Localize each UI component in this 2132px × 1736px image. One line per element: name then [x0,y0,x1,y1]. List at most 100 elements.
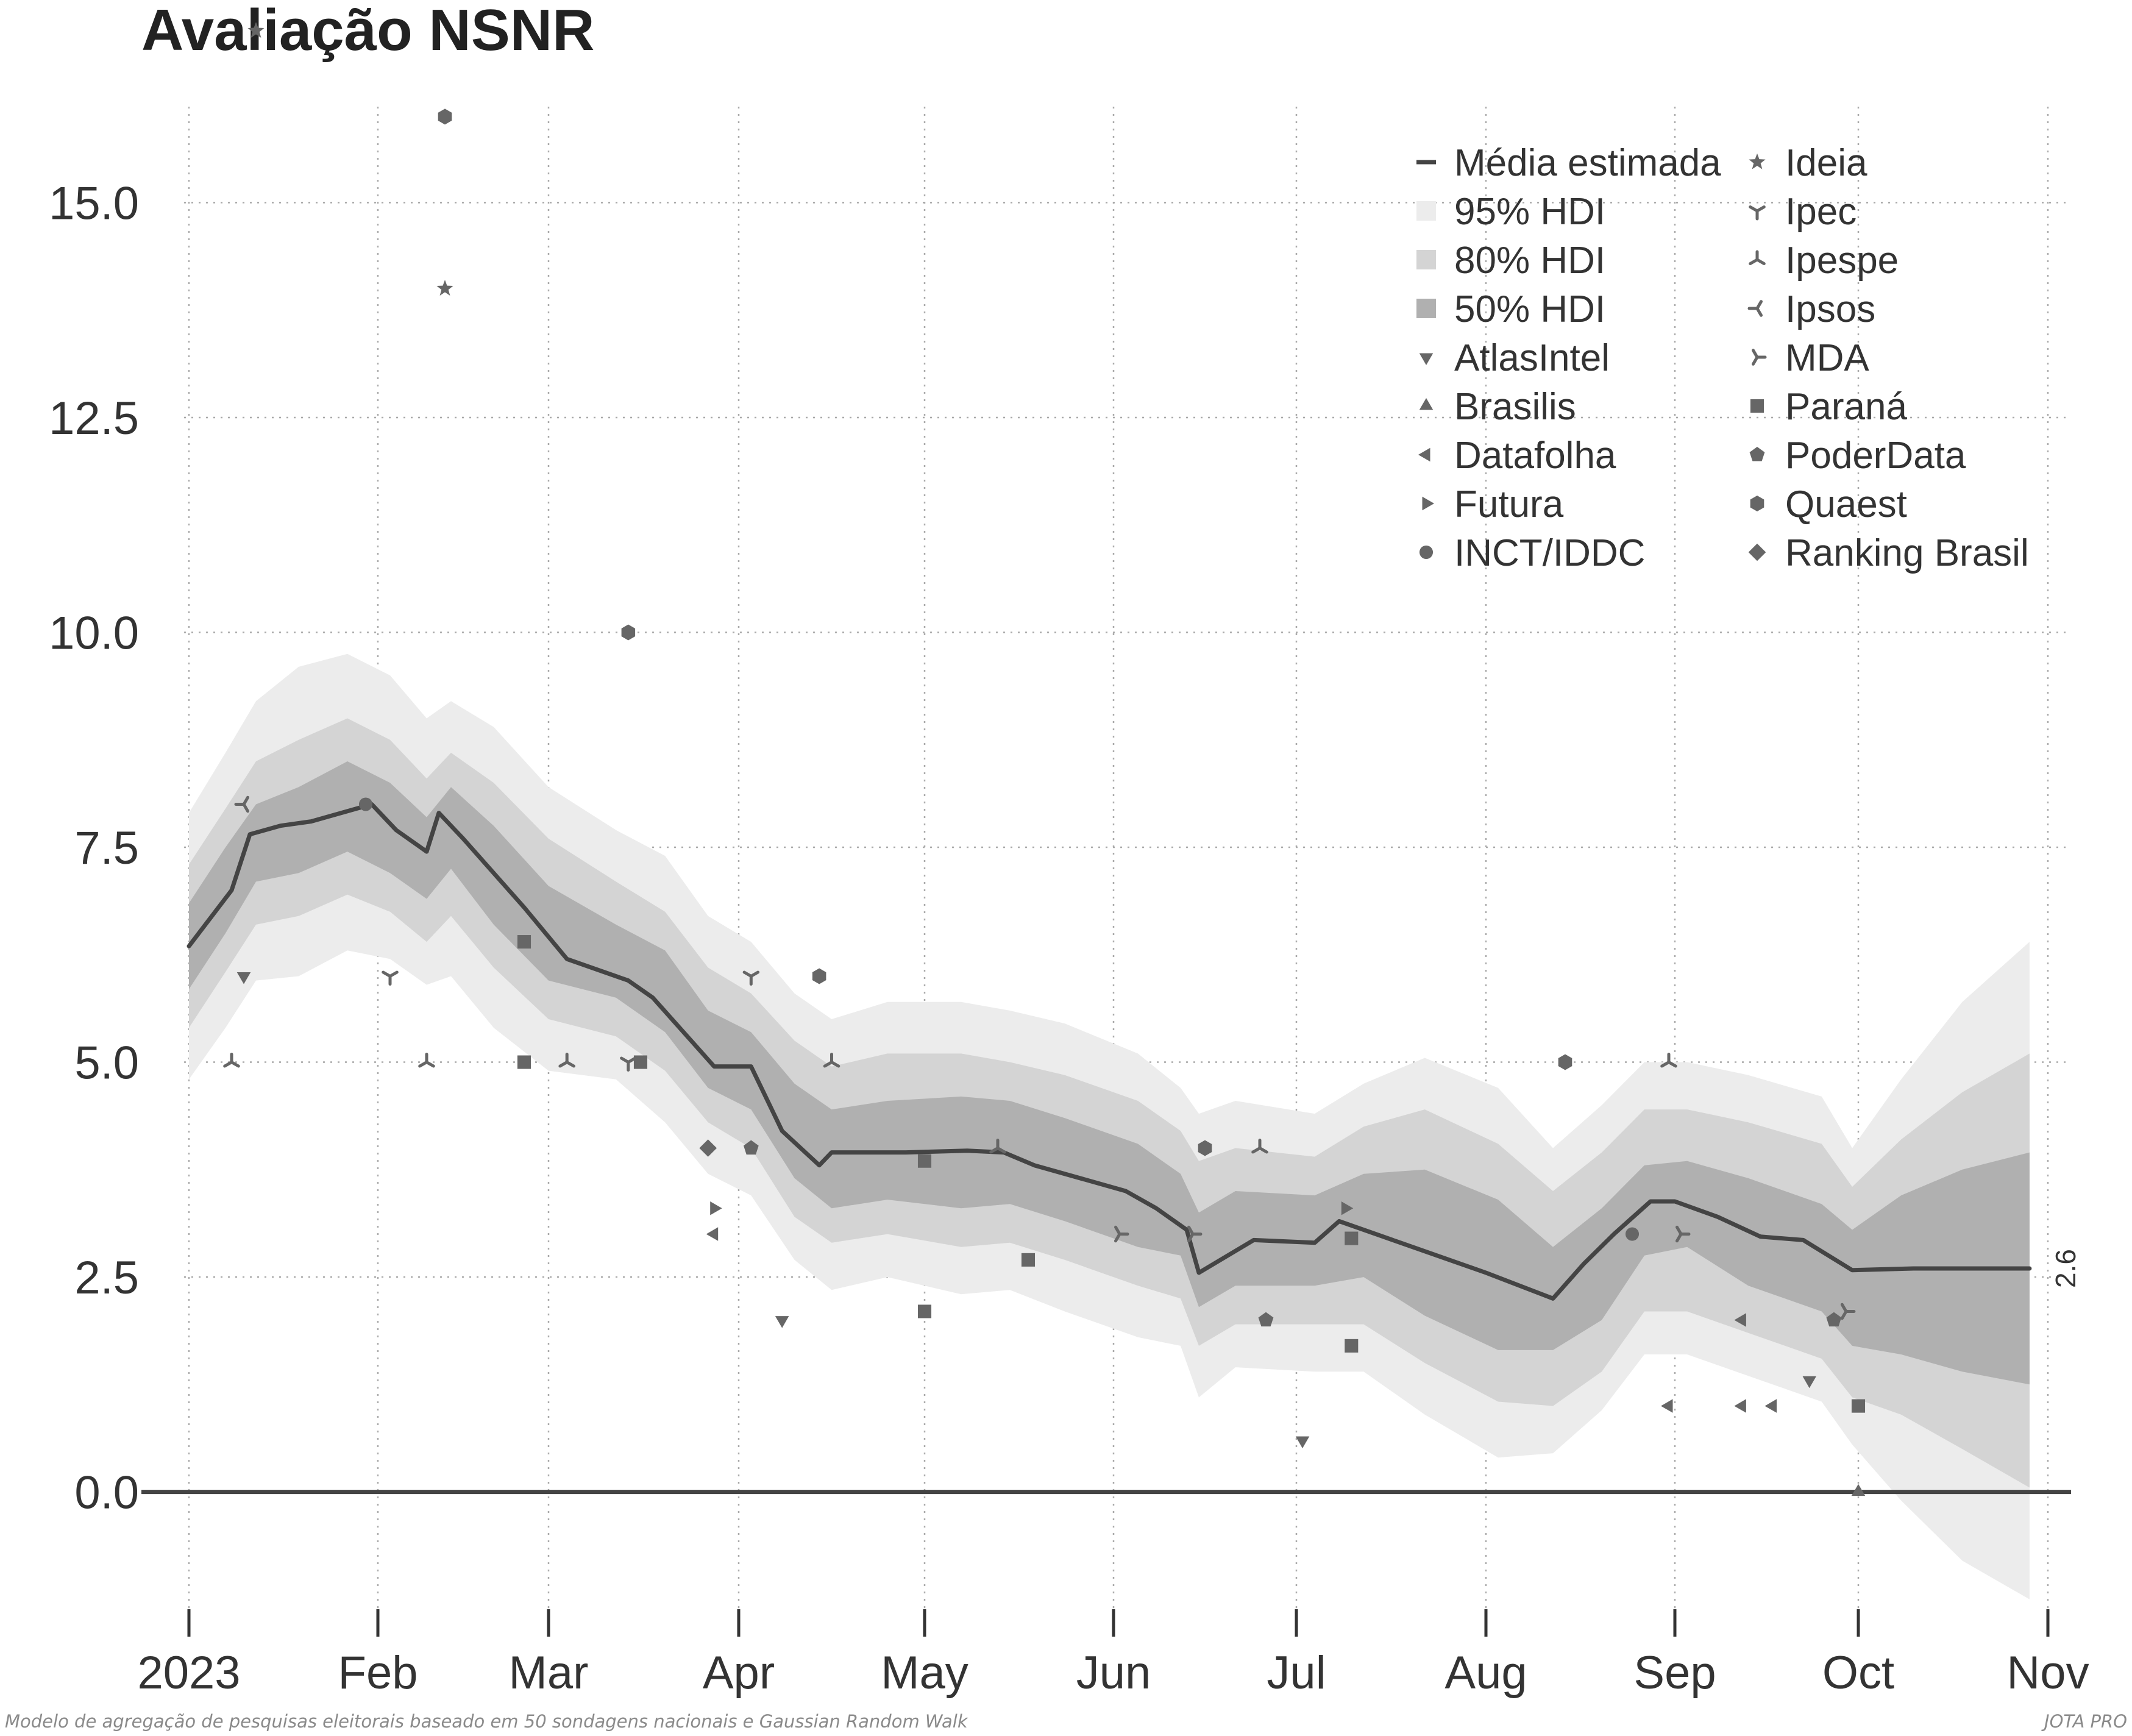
poll-point-ranking-brasil [699,1139,717,1157]
poll-point-futura [710,1201,722,1215]
legend-item: Quaest [1750,483,1907,525]
poll-point-brasilis [1851,1484,1866,1496]
legend-item: PoderData [1749,435,1966,477]
poll-point-ipec [382,970,399,986]
poll-point-datafolha [706,1227,719,1241]
legend-label: Brasilis [1454,386,1576,428]
legend-label: Média estimada [1454,142,1721,184]
legend-label: Datafolha [1454,435,1616,477]
poll-point-ideia [436,280,453,296]
poll-point-quaest [812,968,826,984]
legend-item: 80% HDI [1416,240,1605,282]
legend-marker [1419,545,1434,560]
legend-label: Ipespe [1785,240,1899,282]
legend-swatch-band [1416,250,1436,269]
legend-label: Ipsos [1785,288,1875,330]
poll-point-atlasintel [236,972,251,984]
poll-point-atlasintel [1295,1436,1310,1448]
legend-label: Paraná [1785,386,1907,428]
legend-swatch-band [1416,299,1436,318]
legend-label: Ipec [1785,191,1857,233]
legend-item: Ipec [1749,191,1857,233]
legend-marker [1419,398,1434,410]
legend: Média estimada 95% HDI 80% HDI 50% HDI Atlas… [1416,142,2029,574]
y-tick-label: 5.0 [74,1037,139,1089]
poll-point-atlasintel [1802,1376,1816,1389]
poll-point-inct-iddc [1625,1227,1640,1241]
hdi-band-50 [189,761,2030,1385]
legend-item: Datafolha [1418,435,1616,477]
legend-label: INCT/IDDC [1454,532,1645,574]
legend-label: Quaest [1785,483,1907,525]
poll-point-ideia [247,22,265,38]
poll-point-datafolha [1734,1399,1746,1413]
x-tick-label: Jun [1076,1647,1151,1699]
poll-point-futura [1341,1201,1354,1215]
legend-label: PoderData [1785,435,1966,477]
x-tick-label: Jul [1267,1647,1326,1699]
legend-marker [1419,353,1434,365]
poll-point-poderdata [1258,1312,1274,1327]
legend-item: Brasilis [1419,386,1576,428]
poll-point-paran- [633,1055,648,1069]
legend-item: Ideia [1749,142,1867,184]
axes-layer: 0.0 2.5 5.0 7.5 10.0 12.5 15.0 2023 Feb Mar Apr May… [49,177,2089,1699]
poll-point-ipespe [558,1053,575,1068]
legend-label: Ranking Brasil [1785,532,2029,574]
legend-marker [1749,250,1766,265]
x-tick-label: Aug [1444,1647,1527,1699]
legend-marker [1752,349,1767,366]
x-tick-label: Oct [1822,1647,1894,1699]
poll-point-ipespe [989,1139,1006,1154]
legend-item: Paraná [1750,386,1907,428]
poll-point-inct-iddc [358,797,373,811]
legend-marker [1749,205,1766,221]
x-tick-label: Sep [1633,1647,1716,1699]
legend-item: Ipespe [1749,240,1899,282]
end-value-label: 2.6 [2050,1249,2081,1288]
y-tick-label: 12.5 [49,393,139,444]
legend-item: 50% HDI [1416,288,1605,330]
legend-marker [1750,399,1764,413]
legend-label: AtlasIntel [1454,337,1610,379]
legend-marker [1422,496,1434,511]
y-tick-label: 15.0 [49,177,139,229]
poll-point-mda [1840,1303,1856,1320]
poll-point-ipespe [1660,1053,1677,1068]
hdi-bands-layer [189,653,2030,1599]
poll-point-paran- [917,1154,932,1168]
poll-point-datafolha [1764,1399,1777,1413]
mean-line-layer [187,802,2032,1301]
poll-point-poderdata [1826,1312,1842,1327]
y-tick-label: 2.5 [74,1252,139,1304]
legend-marker [1749,447,1765,461]
legend-label: 50% HDI [1454,288,1605,330]
poll-point-ipsos [234,795,249,813]
x-tick-label: 2023 [137,1647,240,1699]
legend-label: MDA [1785,337,1869,379]
poll-point-datafolha [1734,1313,1746,1327]
poll-point-ipec [742,970,760,986]
poll-point-quaest [438,108,452,125]
poll-point-mda [1675,1225,1691,1243]
footer-source: JOTA PRO [2041,1711,2127,1732]
mean-line [187,802,2032,1301]
legend-item: Ipsos [1747,288,1875,330]
poll-point-ipespe [1251,1139,1268,1154]
legend-marker [1749,153,1766,169]
legend-item: Futura [1422,483,1564,525]
poll-point-paran- [917,1304,932,1318]
legend-item: 95% HDI [1416,191,1605,233]
legend-swatch-band [1416,201,1436,221]
poll-point-ipespe [418,1053,435,1068]
legend-marker [1748,543,1766,561]
poll-point-quaest [1198,1140,1212,1156]
y-tick-label: 0.0 [74,1467,139,1519]
poll-point-atlasintel [775,1316,789,1328]
poll-point-mda [1114,1225,1129,1243]
legend-label: Futura [1454,483,1564,525]
poll-point-paran- [517,1055,531,1069]
poll-point-paran- [1345,1339,1359,1353]
